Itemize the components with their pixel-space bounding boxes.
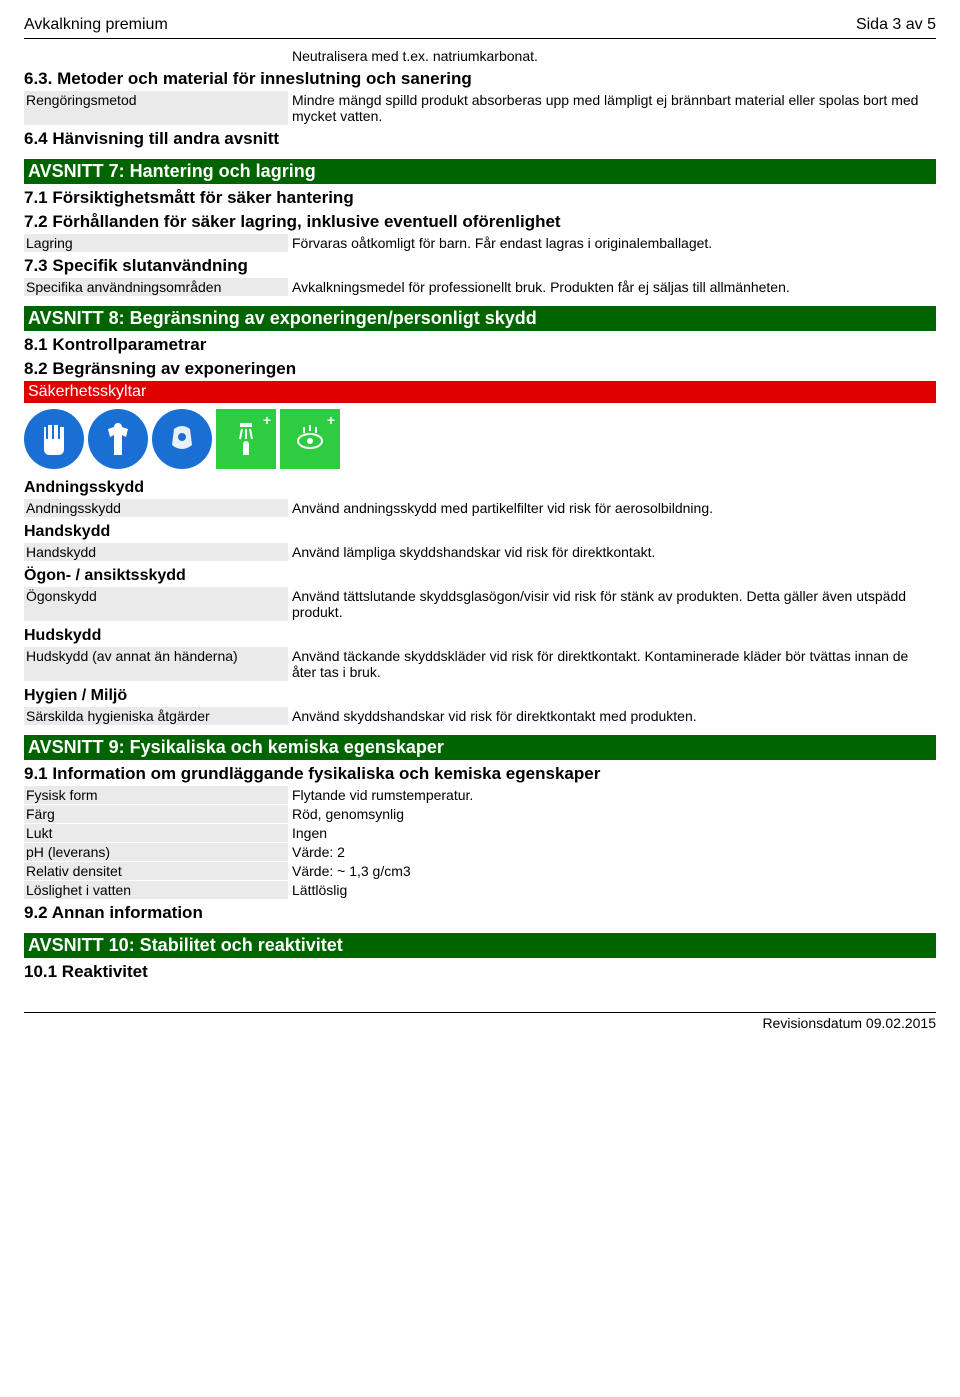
value-density: Värde: ~ 1,3 g/cm3: [288, 862, 936, 880]
value-resp: Använd andningsskydd med partikelfilter …: [288, 499, 936, 517]
value-specific-use: Avkalkningsmedel för professionellt bruk…: [288, 278, 936, 296]
value-eye: Använd tättslutande skyddsglasögon/visir…: [288, 587, 936, 621]
value-storage: Förvaras oåtkomligt för barn. Får endast…: [288, 234, 936, 252]
eyewash-icon: +: [280, 409, 340, 469]
neutralize-note: Neutralisera med t.ex. natriumkarbonat.: [288, 47, 936, 65]
hand-head: Handskydd: [24, 523, 936, 541]
row-hyg: Särskilda hygieniska åtgärder Använd sky…: [24, 707, 936, 725]
plus-icon: +: [327, 412, 335, 428]
eye-head: Ögon- / ansiktsskydd: [24, 567, 936, 585]
safety-signs-banner: Säkerhetsskyltar: [24, 381, 936, 403]
doc-title: Avkalkning premium: [24, 16, 168, 34]
shower-icon: +: [216, 409, 276, 469]
label-cleaning-method: Rengöringsmetod: [24, 91, 288, 125]
heading-9-2: 9.2 Annan information: [24, 903, 936, 923]
safety-icons-row: + +: [24, 409, 936, 469]
label-specific-use: Specifika användningsområden: [24, 278, 288, 296]
resp-head: Andningsskydd: [24, 479, 936, 497]
plus-icon: +: [263, 412, 271, 428]
section-10-banner: AVSNITT 10: Stabilitet och reaktivitet: [24, 933, 936, 958]
section-8-banner: AVSNITT 8: Begränsning av exponeringen/p…: [24, 306, 936, 331]
section-9-banner: AVSNITT 9: Fysikaliska och kemiska egens…: [24, 735, 936, 760]
face-shield-icon: [152, 409, 212, 469]
label-density: Relativ densitet: [24, 862, 288, 880]
heading-10-1: 10.1 Reaktivitet: [24, 962, 936, 982]
label-solubility: Löslighet i vatten: [24, 881, 288, 899]
heading-6-3: 6.3. Metoder och material för inneslutni…: [24, 69, 936, 89]
heading-7-1: 7.1 Försiktighetsmått för säker hanterin…: [24, 188, 936, 208]
row-solubility: Löslighet i vatten Lättlöslig: [24, 881, 936, 899]
label-eye: Ögonskydd: [24, 587, 288, 621]
gloves-icon: [24, 409, 84, 469]
empty-label: [24, 47, 288, 65]
label-storage: Lagring: [24, 234, 288, 252]
skin-head: Hudskydd: [24, 627, 936, 645]
value-color: Röd, genomsynlig: [288, 805, 936, 823]
value-solubility: Lättlöslig: [288, 881, 936, 899]
heading-8-1: 8.1 Kontrollparametrar: [24, 335, 936, 355]
heading-6-4: 6.4 Hänvisning till andra avsnitt: [24, 129, 936, 149]
hyg-head: Hygien / Miljö: [24, 687, 936, 705]
label-skin: Hudskydd (av annat än händerna): [24, 647, 288, 681]
row-specific-use: Specifika användningsområden Avkalknings…: [24, 278, 936, 296]
row-resp: Andningsskydd Använd andningsskydd med p…: [24, 499, 936, 517]
row-physform: Fysisk form Flytande vid rumstemperatur.: [24, 786, 936, 804]
value-odor: Ingen: [288, 824, 936, 842]
revision-date: Revisionsdatum 09.02.2015: [24, 1015, 936, 1031]
value-hyg: Använd skyddshandskar vid risk för direk…: [288, 707, 936, 725]
page-header: Avkalkning premium Sida 3 av 5: [24, 16, 936, 34]
label-physform: Fysisk form: [24, 786, 288, 804]
label-ph: pH (leverans): [24, 843, 288, 861]
heading-9-1: 9.1 Information om grundläggande fysikal…: [24, 764, 936, 784]
value-cleaning-method: Mindre mängd spilld produkt absorberas u…: [288, 91, 936, 125]
value-ph: Värde: 2: [288, 843, 936, 861]
row-hand: Handskydd Använd lämpliga skyddshandskar…: [24, 543, 936, 561]
row-density: Relativ densitet Värde: ~ 1,3 g/cm3: [24, 862, 936, 880]
value-hand: Använd lämpliga skyddshandskar vid risk …: [288, 543, 936, 561]
value-physform: Flytande vid rumstemperatur.: [288, 786, 936, 804]
neutralize-row: Neutralisera med t.ex. natriumkarbonat.: [24, 47, 936, 65]
heading-7-2: 7.2 Förhållanden för säker lagring, inkl…: [24, 212, 936, 232]
label-resp: Andningsskydd: [24, 499, 288, 517]
value-skin: Använd täckande skyddskläder vid risk fö…: [288, 647, 936, 681]
row-skin: Hudskydd (av annat än händerna) Använd t…: [24, 647, 936, 681]
label-hyg: Särskilda hygieniska åtgärder: [24, 707, 288, 725]
label-odor: Lukt: [24, 824, 288, 842]
label-hand: Handskydd: [24, 543, 288, 561]
row-ph: pH (leverans) Värde: 2: [24, 843, 936, 861]
label-color: Färg: [24, 805, 288, 823]
footer-divider: [24, 1012, 936, 1013]
page-number: Sida 3 av 5: [856, 16, 936, 34]
page-footer: Revisionsdatum 09.02.2015: [24, 1012, 936, 1031]
row-storage: Lagring Förvaras oåtkomligt för barn. Få…: [24, 234, 936, 252]
coverall-icon: [88, 409, 148, 469]
row-color: Färg Röd, genomsynlig: [24, 805, 936, 823]
section-7-banner: AVSNITT 7: Hantering och lagring: [24, 159, 936, 184]
heading-7-3: 7.3 Specifik slutanvändning: [24, 256, 936, 276]
row-eye: Ögonskydd Använd tättslutande skyddsglas…: [24, 587, 936, 621]
heading-8-2: 8.2 Begränsning av exponeringen: [24, 359, 936, 379]
row-odor: Lukt Ingen: [24, 824, 936, 842]
row-cleaning-method: Rengöringsmetod Mindre mängd spilld prod…: [24, 91, 936, 125]
header-divider: [24, 38, 936, 39]
